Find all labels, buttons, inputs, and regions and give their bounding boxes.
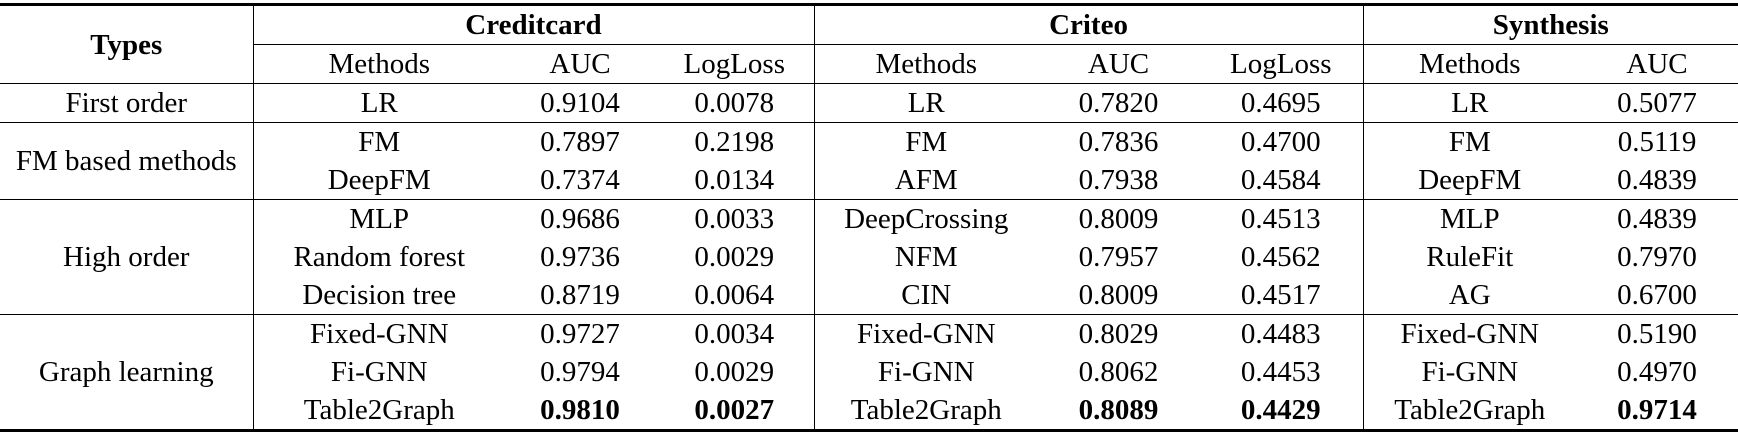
types-header: Types — [90, 28, 163, 61]
metric-cell: 0.5119 — [1576, 122, 1738, 161]
metric-cell: 0.8062 — [1078, 356, 1159, 388]
metric-cell: 0.0078 — [655, 83, 814, 123]
metric-cell: 0.4839 — [1617, 164, 1697, 196]
metric-cell: 0.5190 — [1576, 314, 1738, 353]
metric-cell: 0.2198 — [655, 122, 814, 161]
type-cell: First order — [0, 83, 253, 123]
column-header: LogLoss — [655, 44, 814, 84]
type-cell: Graph learning — [0, 314, 253, 431]
metric-cell: 0.4513 — [1199, 199, 1364, 238]
metric-cell: 0.4970 — [1617, 356, 1697, 388]
column-header: LogLoss — [1199, 44, 1364, 84]
dataset-header: Creditcard — [252, 4, 814, 45]
column-header: AUC — [1038, 44, 1199, 84]
metric-cell: 0.9714 — [1617, 394, 1697, 426]
table-row: First order LR 0.9104 0.0078 LR 0.7820 0.4695 L… — [0, 83, 1738, 123]
type-cell: FM based methods — [0, 122, 253, 200]
metric-cell: 0.4453 — [1240, 356, 1321, 388]
metric-cell: 0.9104 — [505, 83, 655, 123]
metric-cell: 0.4839 — [1576, 199, 1738, 238]
metric-cell: 0.4700 — [1199, 122, 1364, 161]
table-row: High order MLP 0.9686 0.0033 DeepCrossing 0.8… — [0, 199, 1738, 315]
method-cell: Fi-GNN — [813, 353, 1038, 391]
metric-cell: 0.0029 — [694, 241, 775, 273]
metric-cell: 0.9810 — [540, 394, 620, 426]
metric-cell: 0.8029 — [1038, 314, 1199, 353]
metric-cell: 0.4584 — [1240, 164, 1321, 196]
table-row: Random forest 0.9736 0.0029 NFM 0.7957 0.4562… — [0, 238, 1738, 276]
method-cell: AFM — [813, 161, 1038, 200]
table-row: DeepFM 0.7374 0.0134 AFM 0.7938 0.4584 DeepFM 0… — [0, 161, 1738, 200]
metric-cell: 0.7957 — [1078, 241, 1159, 273]
metric-cell: 0.9794 — [540, 356, 620, 388]
metric-cell: 0.8009 — [1038, 199, 1199, 238]
metric-cell: 0.6700 — [1617, 279, 1697, 311]
metric-cell: 0.4429 — [1240, 394, 1321, 426]
metric-cell: 0.0029 — [694, 356, 775, 388]
method-cell: CIN — [813, 276, 1038, 315]
method-cell: Fixed-GNN — [252, 314, 505, 353]
method-cell: FM — [1362, 122, 1577, 161]
metric-cell: 0.8009 — [1078, 279, 1159, 311]
metric-cell: 0.0134 — [694, 164, 775, 196]
metric-cell: 0.5077 — [1576, 83, 1738, 123]
dataset-header: Criteo — [813, 4, 1364, 45]
method-cell: LR — [1362, 83, 1577, 123]
metric-cell: 0.8089 — [1078, 394, 1159, 426]
method-cell: DeepFM — [252, 161, 505, 200]
metric-cell: 0.9727 — [505, 314, 655, 353]
metric-cell: 0.7836 — [1038, 122, 1199, 161]
metric-cell: 0.7938 — [1078, 164, 1159, 196]
method-cell: Fixed-GNN — [1362, 314, 1577, 353]
results-table: Types Creditcard Criteo Synthesis Method… — [0, 3, 1738, 432]
method-cell: Table2Graph — [1362, 391, 1577, 431]
column-header: Methods — [813, 44, 1038, 84]
metric-cell: 0.7897 — [505, 122, 655, 161]
metric-cell: 0.4517 — [1240, 279, 1321, 311]
metric-cell: 0.4695 — [1199, 83, 1364, 123]
metric-cell: 0.8719 — [540, 279, 620, 311]
dataset-header: Synthesis — [1362, 4, 1738, 45]
method-cell: Decision tree — [252, 276, 505, 315]
metric-cell: 0.7970 — [1617, 241, 1697, 273]
metric-cell: 0.7374 — [540, 164, 620, 196]
method-cell: Fi-GNN — [252, 353, 505, 391]
type-cell: High order — [0, 199, 253, 315]
metric-cell: 0.0027 — [694, 394, 775, 426]
method-cell: MLP — [1362, 199, 1577, 238]
table-row: FM based methods FM 0.7897 0.2198 FM 0.7836 0.… — [0, 122, 1738, 200]
method-cell: Table2Graph — [813, 391, 1038, 431]
column-header: Methods — [1362, 44, 1577, 84]
method-cell: DeepFM — [1362, 161, 1577, 200]
method-cell: LR — [252, 83, 505, 123]
method-cell: FM — [252, 122, 505, 161]
method-cell: AG — [1362, 276, 1577, 315]
method-cell: MLP — [252, 199, 505, 238]
table-row: Table2Graph 0.9810 0.0027 Table2Graph 0.8089… — [0, 391, 1738, 431]
metric-cell: 0.4562 — [1240, 241, 1321, 273]
method-cell: Random forest — [252, 238, 505, 276]
metric-cell: 0.4483 — [1199, 314, 1364, 353]
method-cell: DeepCrossing — [813, 199, 1038, 238]
method-cell: FM — [813, 122, 1038, 161]
metric-cell: 0.0034 — [655, 314, 814, 353]
method-cell: NFM — [813, 238, 1038, 276]
column-header: AUC — [505, 44, 655, 84]
metric-cell: 0.0064 — [694, 279, 775, 311]
method-cell: Fixed-GNN — [813, 314, 1038, 353]
method-cell: Fi-GNN — [1362, 353, 1577, 391]
method-cell: LR — [813, 83, 1038, 123]
method-cell: Table2Graph — [252, 391, 505, 431]
table-row: Graph learning Fixed-GNN 0.9727 0.0034 Fixed… — [0, 314, 1738, 431]
method-cell: RuleFit — [1362, 238, 1577, 276]
metric-cell: 0.0033 — [655, 199, 814, 238]
table-row: Decision tree 0.8719 0.0064 CIN 0.8009 0.4517… — [0, 276, 1738, 315]
metric-cell: 0.9736 — [540, 241, 620, 273]
table-row: Fi-GNN 0.9794 0.0029 Fi-GNN 0.8062 0.4453 Fi-G… — [0, 353, 1738, 391]
column-header: Methods — [252, 44, 505, 84]
metric-cell: 0.7820 — [1038, 83, 1199, 123]
metric-cell: 0.9686 — [505, 199, 655, 238]
column-header: AUC — [1576, 44, 1738, 84]
